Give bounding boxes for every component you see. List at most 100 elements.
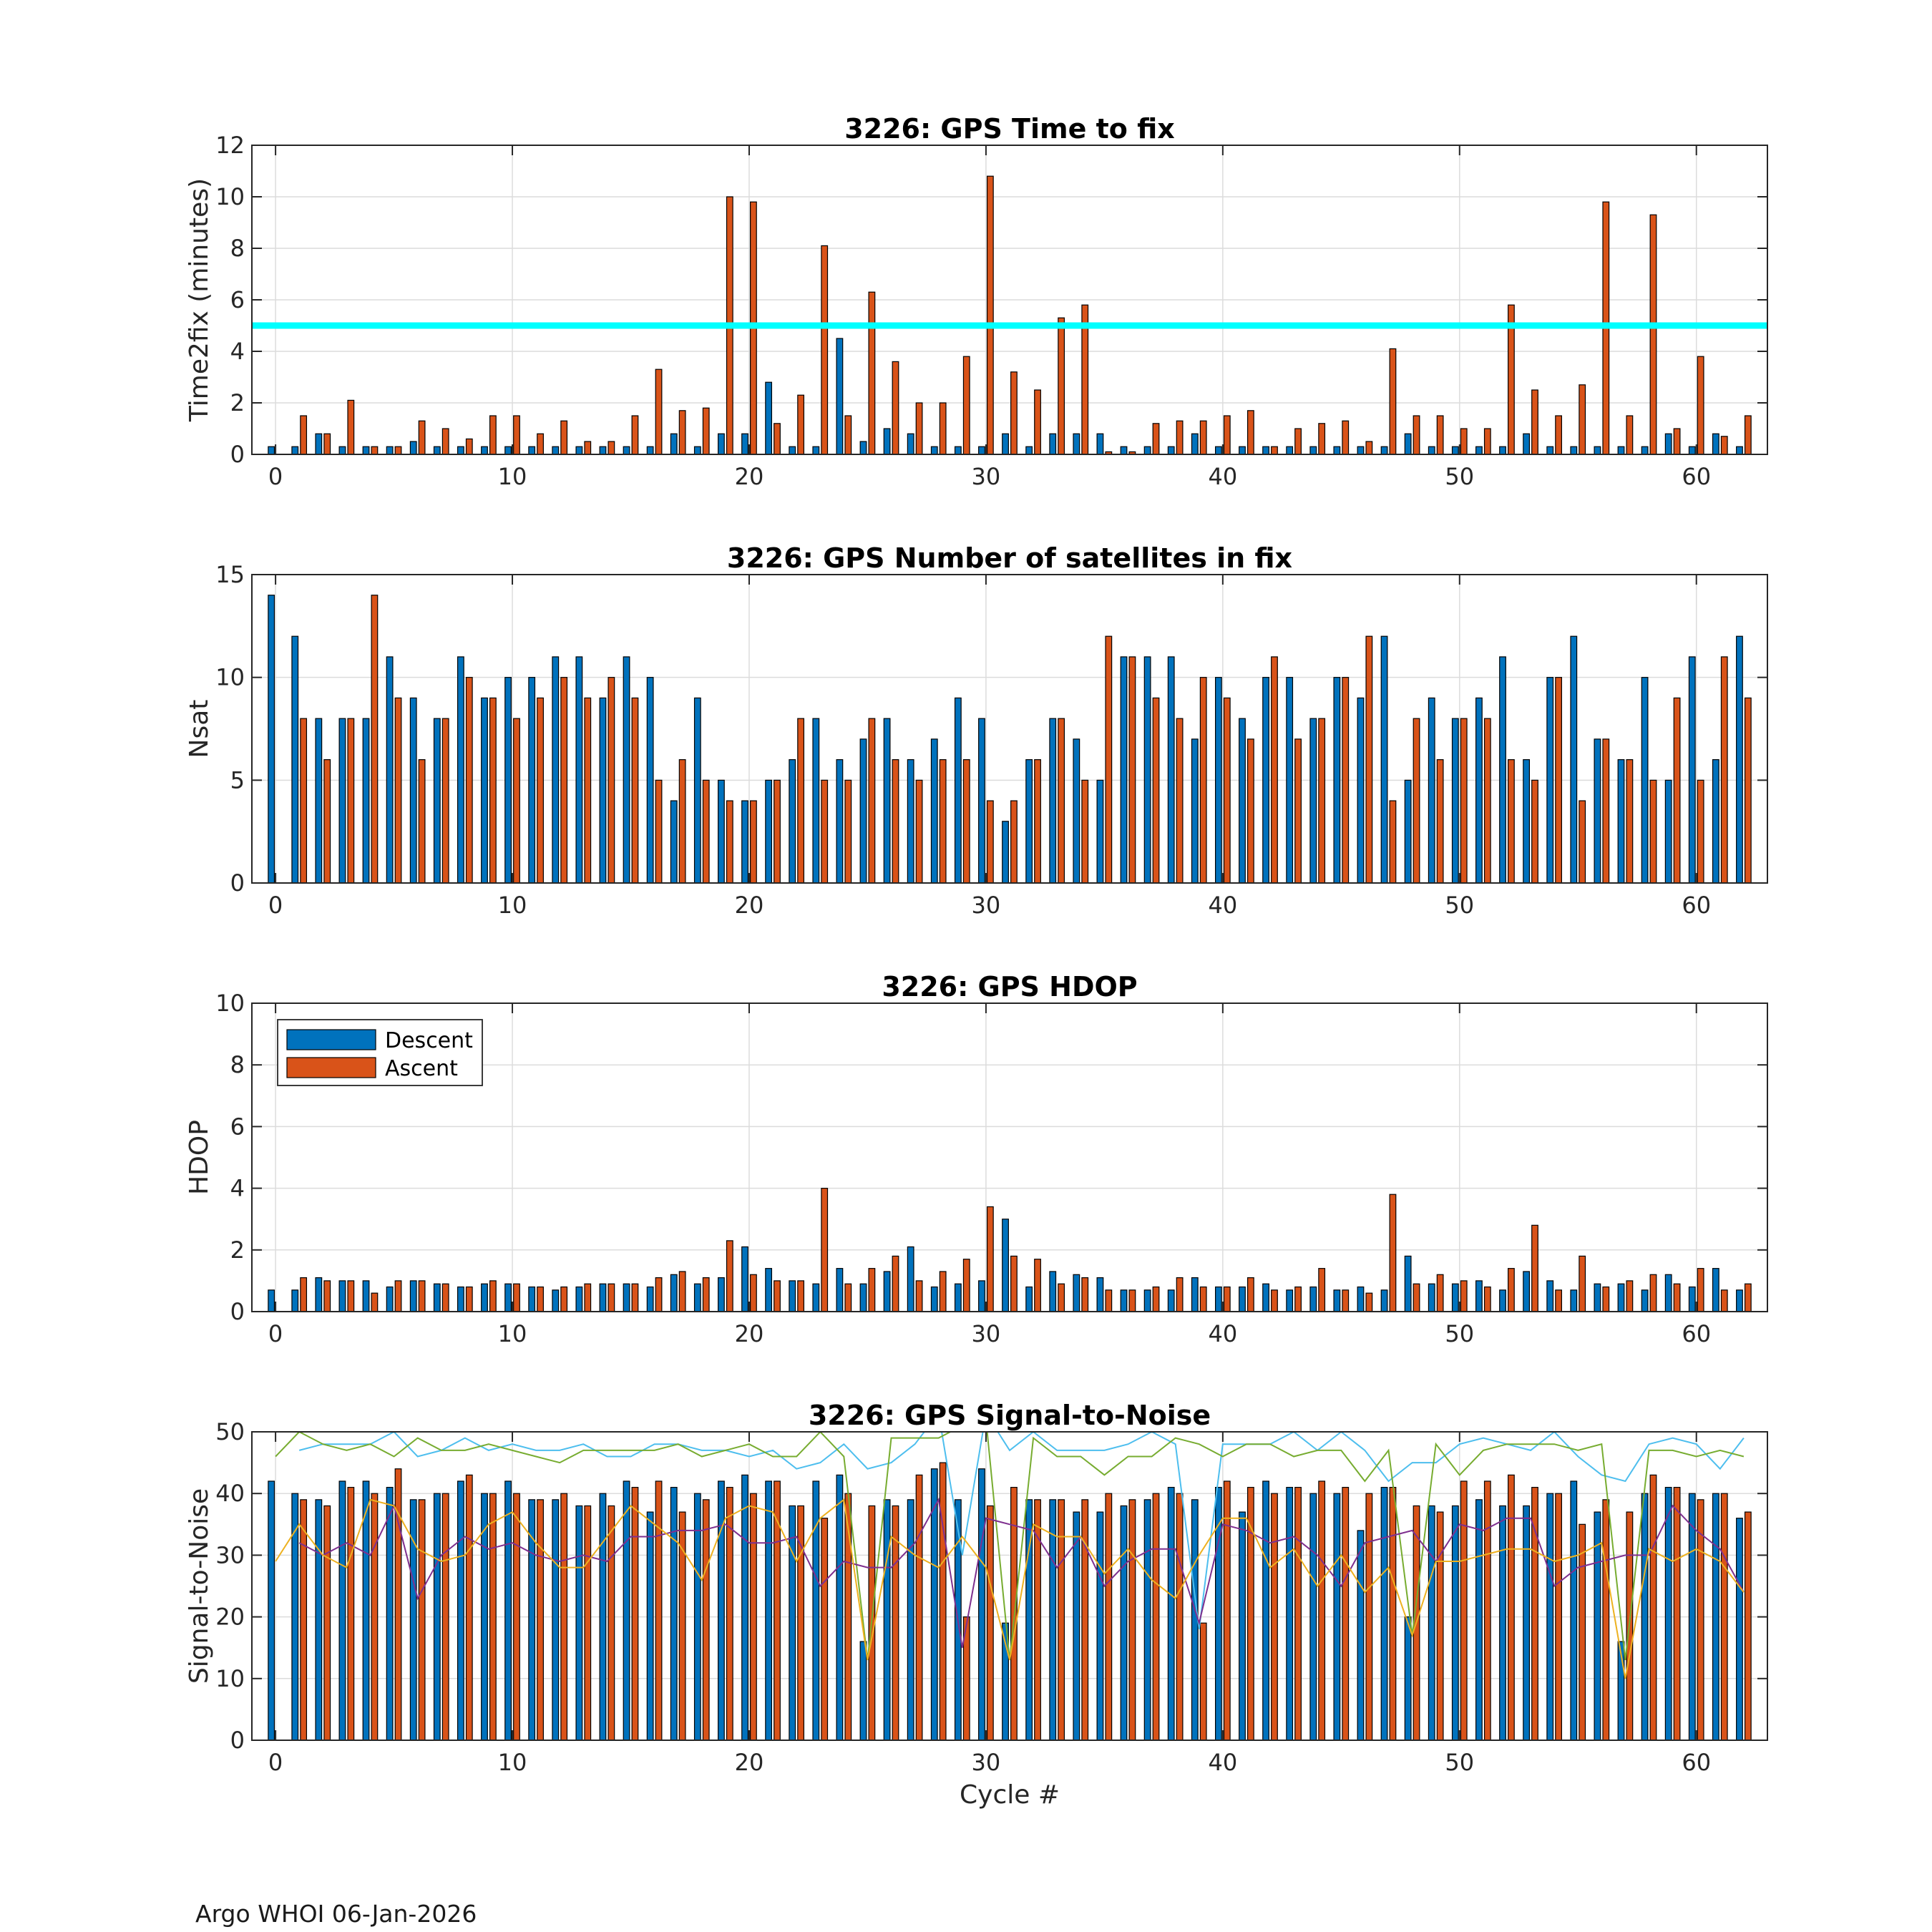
bar-descent (741, 433, 748, 455)
bar-ascent (1744, 415, 1752, 455)
bar-descent (1736, 446, 1743, 455)
bar-ascent (1744, 1283, 1752, 1312)
bar-descent (1286, 1486, 1294, 1741)
bar-descent (883, 718, 891, 884)
x-tick-label: 40 (1208, 892, 1237, 919)
bar-ascent (1152, 1493, 1160, 1741)
y-axis-label: Nsat (185, 700, 214, 758)
bar-descent (859, 738, 867, 884)
bar-ascent (1034, 389, 1041, 455)
bar-descent (1191, 1277, 1199, 1312)
x-tick-label: 30 (972, 463, 1001, 490)
bar-ascent (1697, 1268, 1704, 1312)
bar-descent (457, 656, 464, 884)
y-tick-label: 2 (230, 389, 245, 416)
bar-descent (528, 446, 536, 455)
bar-descent (978, 446, 985, 455)
bar-descent (552, 656, 560, 884)
bar-descent (812, 718, 820, 884)
y-axis-label: HDOP (185, 1120, 214, 1195)
bar-descent (1570, 1289, 1578, 1312)
bar-ascent (371, 1292, 379, 1312)
bar-ascent (655, 779, 663, 884)
bar-ascent (465, 1474, 473, 1741)
bar-ascent (1720, 656, 1728, 884)
bar-ascent (1105, 1289, 1113, 1312)
y-tick-label: 10 (215, 990, 245, 1017)
bar-ascent (1058, 317, 1065, 455)
bar-ascent (1673, 1283, 1681, 1312)
bar-descent (670, 1274, 678, 1312)
bar-ascent (1246, 1486, 1254, 1741)
bar-descent (1641, 1493, 1649, 1741)
bar-ascent (1460, 428, 1468, 455)
bar-ascent (1010, 1255, 1018, 1312)
bar-descent (1523, 1271, 1531, 1312)
bar-ascent (1199, 1286, 1207, 1312)
bar-descent (315, 1499, 323, 1741)
bar-descent (859, 1641, 867, 1741)
bar-ascent (1058, 1283, 1065, 1312)
bar-descent (1523, 758, 1531, 884)
bar-descent (1262, 446, 1269, 455)
bar-descent (1167, 1486, 1175, 1741)
bar-descent (836, 338, 844, 455)
bar-ascent (1058, 1499, 1065, 1741)
x-tick-label: 10 (498, 1320, 527, 1347)
bar-descent (623, 446, 630, 455)
bar-descent (1167, 656, 1175, 884)
bar-descent (646, 677, 654, 884)
bar-descent (1688, 656, 1696, 884)
bar-descent (1380, 635, 1388, 884)
axes-box (251, 574, 1768, 884)
bar-ascent (347, 718, 355, 884)
bar-descent (268, 446, 275, 455)
bar-descent (930, 1286, 938, 1312)
bar-ascent (1176, 420, 1184, 455)
bar-ascent (655, 1480, 663, 1741)
bar-descent (1594, 1283, 1601, 1312)
bar-ascent (441, 1493, 449, 1741)
bar-descent (1143, 446, 1151, 455)
x-tick-label: 30 (972, 892, 1001, 919)
bar-ascent (1223, 1480, 1231, 1741)
bar-ascent (702, 407, 710, 455)
bar-ascent (702, 779, 710, 884)
y-tick-label: 15 (215, 561, 245, 588)
bar-ascent (774, 423, 781, 455)
bar-descent (859, 1283, 867, 1312)
bar-ascent (1460, 1280, 1468, 1312)
bar-ascent (1152, 1286, 1160, 1312)
bar-ascent (560, 1286, 568, 1312)
bar-descent (930, 1468, 938, 1741)
x-tick-label: 20 (735, 892, 764, 919)
bar-ascent (678, 410, 686, 455)
y-tick-label: 10 (215, 1665, 245, 1692)
bar-ascent (1626, 415, 1634, 455)
bar-ascent (1413, 718, 1420, 884)
bar-ascent (418, 420, 426, 455)
bar-ascent (300, 718, 308, 884)
bar-ascent (1697, 356, 1704, 455)
bar-descent (1475, 697, 1483, 884)
bar-ascent (1223, 1286, 1231, 1312)
bar-ascent (939, 402, 947, 455)
bar-descent (670, 800, 678, 884)
bar-ascent (1602, 738, 1610, 884)
bar-ascent (323, 1505, 331, 1741)
bar-descent (1688, 1286, 1696, 1312)
bar-descent (859, 441, 867, 455)
x-tick-label: 40 (1208, 1749, 1237, 1776)
bar-ascent (1579, 384, 1586, 455)
bar-ascent (1389, 1194, 1397, 1312)
bar-descent (907, 1246, 914, 1312)
bar-descent (718, 1277, 725, 1312)
y-tick-label: 10 (215, 664, 245, 691)
bar-descent (883, 1271, 891, 1312)
bar-ascent (1555, 1493, 1563, 1741)
bar-ascent (631, 697, 639, 884)
bar-descent (1451, 1283, 1459, 1312)
bar-descent (552, 1499, 560, 1741)
bar-descent (954, 1283, 962, 1312)
